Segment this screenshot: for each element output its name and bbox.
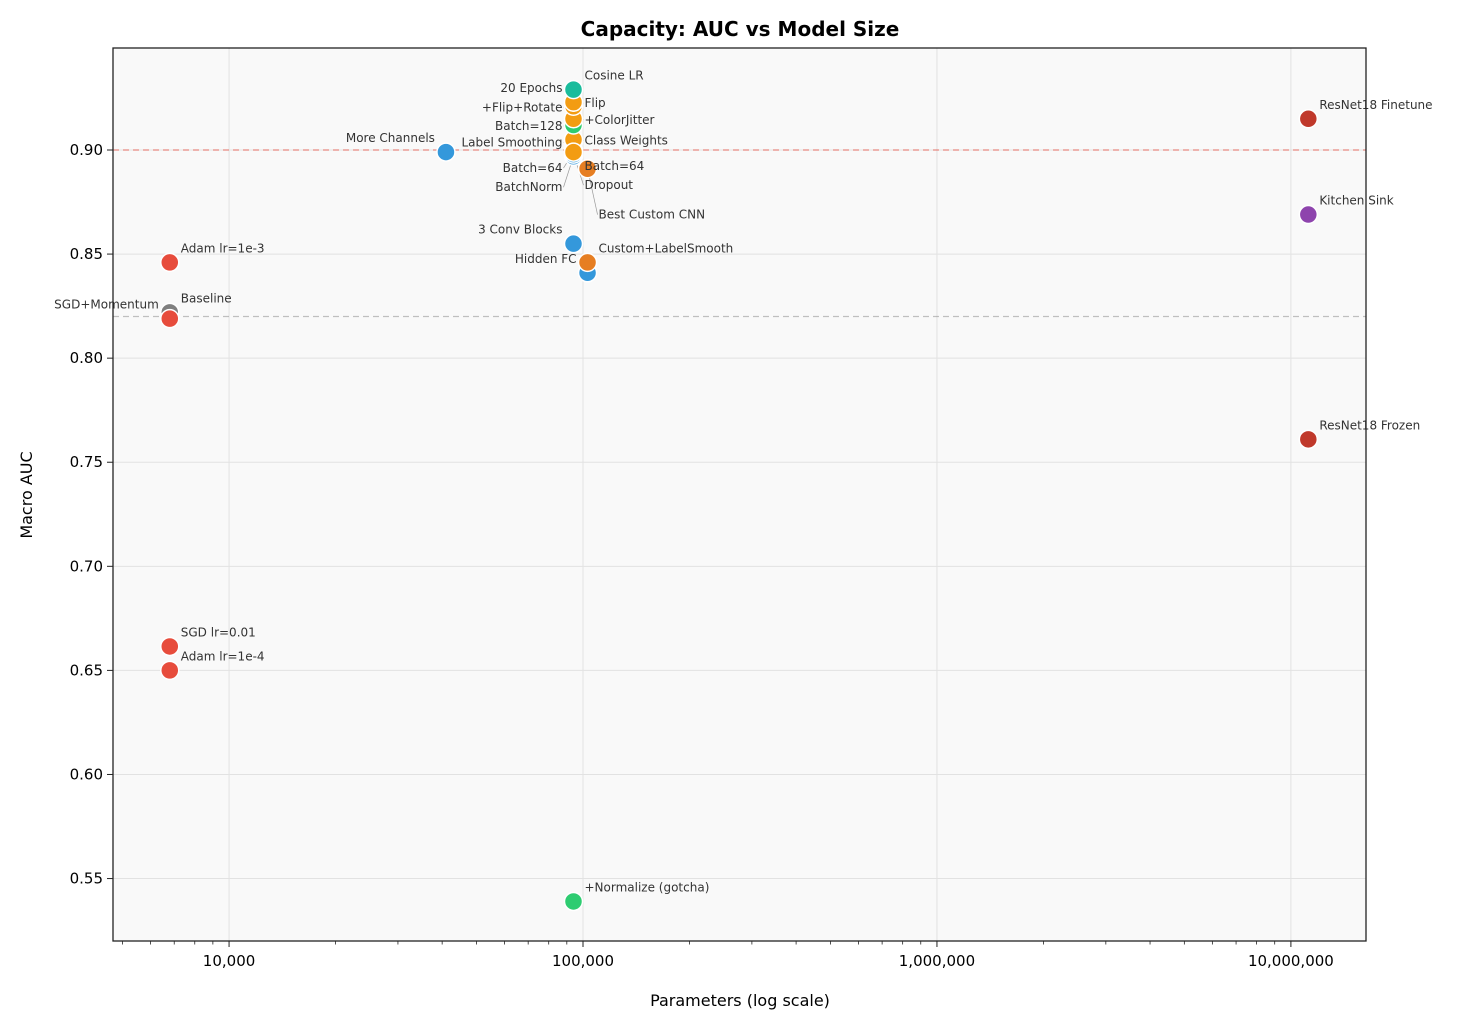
point-label: Best Custom CNN [599, 208, 706, 222]
point-label: +Normalize (gotcha) [584, 880, 709, 894]
point-label: Batch=64 [584, 159, 644, 173]
data-point [577, 252, 598, 273]
x-tick-label: 10,000,000 [1248, 952, 1334, 970]
data-point [436, 142, 456, 162]
plot-background [113, 48, 1366, 941]
point-label: Kitchen Sink [1319, 194, 1393, 208]
point-label: Dropout [584, 178, 633, 192]
data-point [1298, 204, 1319, 225]
data-point [577, 158, 598, 179]
plot-frame [112, 47, 1367, 942]
data-point [563, 233, 584, 254]
point-label: +ColorJitter [584, 113, 654, 127]
point-label: 3 Conv Blocks [478, 223, 562, 237]
point-label: Batch=128 [495, 119, 562, 133]
y-tick-label: 0.75 [70, 453, 103, 471]
data-points [160, 79, 1319, 912]
point-label: BatchNorm [495, 180, 562, 194]
data-point [563, 891, 584, 912]
data-point [160, 252, 180, 273]
y-tick-label: 0.80 [70, 349, 103, 367]
grid [113, 48, 1366, 941]
point-label: Batch=64 [503, 161, 563, 175]
point-label: Class Weights [584, 134, 667, 148]
point-label: Adam lr=1e-4 [181, 649, 265, 663]
point-label: SGD lr=0.01 [181, 625, 256, 639]
point-label: Flip [584, 96, 605, 110]
point-label: Cosine LR [584, 69, 643, 83]
reference-lines [113, 149, 1366, 318]
point-label: 20 Epochs [500, 81, 562, 95]
x-tick-label: 1,000,000 [899, 952, 975, 970]
y-tick-label: 0.65 [70, 661, 103, 679]
point-label: ResNet18 Finetune [1319, 98, 1432, 112]
point-label: More Channels [346, 131, 435, 145]
point-label: Custom+LabelSmooth [599, 241, 734, 255]
point-label: Baseline [181, 291, 232, 305]
data-point [563, 79, 584, 100]
point-label: +Flip+Rotate [482, 100, 563, 114]
axis-ticks: 10,000 100,000 1,000,000 10,000,000 0.55 0.60… [70, 141, 1334, 970]
y-tick-label: 0.85 [70, 245, 103, 263]
data-point [160, 308, 180, 329]
y-tick-label: 0.90 [70, 141, 103, 159]
x-tick-label: 100,000 [552, 952, 614, 970]
point-label: ResNet18 Frozen [1319, 418, 1420, 432]
y-axis-label: Macro AUC [17, 451, 36, 538]
data-point [1298, 429, 1319, 450]
y-tick-label: 0.70 [70, 557, 103, 575]
point-label: Hidden FC [515, 252, 577, 266]
chart-title: Capacity: AUC vs Model Size [581, 17, 900, 41]
data-point [160, 636, 180, 657]
data-point [1298, 109, 1319, 129]
data-point [160, 660, 180, 681]
y-tick-label: 0.60 [70, 765, 103, 783]
point-labels: Cosine LR 20 Epochs Flip +Flip+Rotate +Color… [54, 69, 1432, 895]
x-axis-label: Parameters (log scale) [650, 991, 830, 1010]
data-point [563, 142, 584, 162]
point-label: Label Smoothing [461, 136, 562, 150]
x-tick-label: 10,000 [203, 952, 256, 970]
point-label: Adam lr=1e-3 [181, 241, 265, 255]
point-label: SGD+Momentum [54, 298, 159, 312]
y-tick-label: 0.55 [70, 870, 103, 888]
